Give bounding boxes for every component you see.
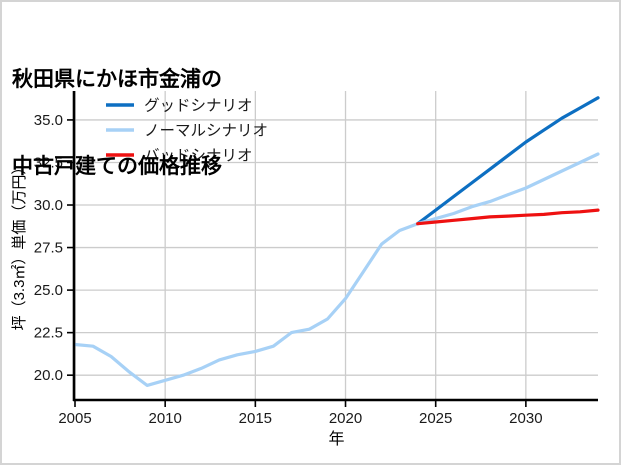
y-tick-label: 25.0 — [34, 282, 63, 299]
y-tick-label: 22.5 — [34, 325, 63, 342]
x-tick-label: 2005 — [58, 410, 91, 427]
chart-title-line1: 秋田県にかほ市金浦の — [12, 67, 222, 91]
y-tick-label: 30.0 — [34, 197, 63, 214]
x-axis-label: 年 — [328, 430, 344, 448]
chart-title: 秋田県にかほ市金浦の 中古戸建ての価格推移 — [12, 8, 222, 240]
y-axis-label: 坪（3.3㎡）単価（万円） — [11, 160, 28, 331]
x-tick-label: 2010 — [148, 410, 181, 427]
chart-title-line2: 中古戸建ての価格推移 — [12, 154, 222, 178]
series-line-good-scenario — [416, 96, 600, 226]
legend-label-good-scenario: グッドシナリオ — [144, 97, 253, 115]
series-line-normal-scenario — [73, 152, 600, 387]
y-tick-label: 35.0 — [34, 112, 63, 129]
y-tick-label: 27.5 — [34, 240, 63, 257]
x-tick-label: 2020 — [329, 410, 362, 427]
y-tick-label: 32.5 — [34, 154, 63, 171]
y-tick-label: 20.0 — [34, 367, 63, 384]
legend-label-bad-scenario: バッドシナリオ — [144, 148, 253, 165]
x-tick-label: 2015 — [239, 410, 272, 427]
x-tick-label: 2030 — [509, 410, 542, 427]
legend-label-normal-scenario: ノーマルシナリオ — [144, 123, 268, 140]
x-tick-label: 2025 — [419, 410, 452, 427]
series-line-bad-scenario — [416, 208, 600, 226]
